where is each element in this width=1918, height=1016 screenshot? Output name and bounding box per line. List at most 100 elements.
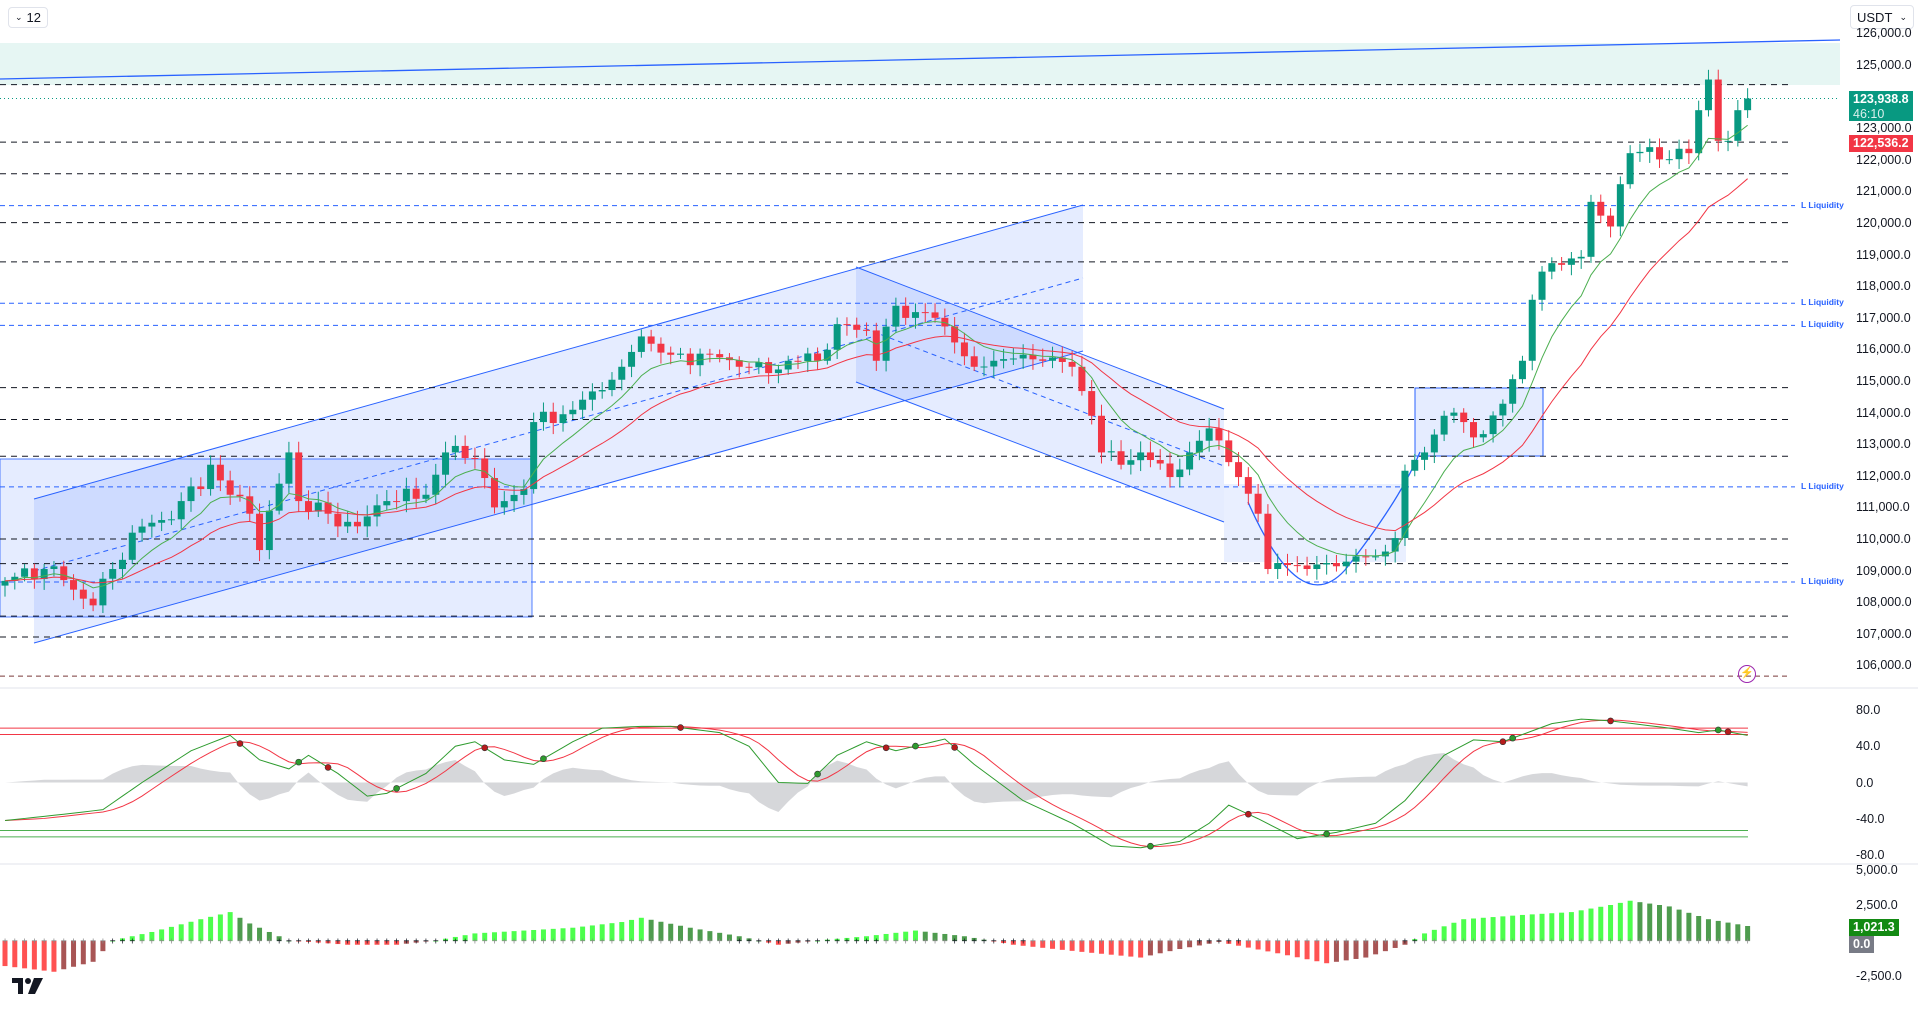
zero-cross-marker: + bbox=[658, 937, 664, 948]
candle-body bbox=[892, 305, 900, 327]
zero-cross-marker: + bbox=[1079, 937, 1085, 948]
zero-cross-marker: + bbox=[727, 937, 733, 948]
zero-cross-marker: + bbox=[775, 937, 781, 948]
channel-mid-line bbox=[33, 277, 1084, 572]
candle-body bbox=[118, 559, 126, 570]
zero-cross-marker: + bbox=[1647, 937, 1653, 948]
candle-body bbox=[1156, 460, 1164, 464]
price-tick-label: 112,000.0 bbox=[1856, 468, 1911, 483]
zero-cross-marker: + bbox=[824, 937, 830, 948]
histogram-tick-label: 5,000.0 bbox=[1856, 862, 1898, 877]
candle-body bbox=[1372, 556, 1380, 558]
zero-cross-marker: + bbox=[864, 937, 870, 948]
candle-body bbox=[1744, 98, 1752, 111]
histogram-bar bbox=[991, 940, 997, 942]
histogram-bar bbox=[1069, 940, 1075, 951]
price-tick-label: 125,000.0 bbox=[1856, 58, 1912, 72]
candle-body bbox=[1518, 360, 1526, 380]
zero-cross-marker: + bbox=[1412, 937, 1418, 948]
histogram-bar bbox=[697, 929, 703, 941]
candle-body bbox=[50, 566, 58, 570]
price-tick-label: 126,000.0 bbox=[1856, 26, 1912, 41]
candle-body bbox=[1440, 415, 1448, 435]
candle-body bbox=[304, 501, 312, 512]
candle-body bbox=[1283, 563, 1291, 566]
histogram-bar bbox=[1177, 940, 1183, 950]
candle-body bbox=[1097, 415, 1105, 453]
candle-body bbox=[970, 356, 978, 367]
zero-cross-marker: + bbox=[169, 937, 175, 948]
histogram-bar bbox=[1422, 933, 1428, 941]
zero-cross-marker: + bbox=[913, 937, 919, 948]
currency-select[interactable]: USDT ⌄ bbox=[1850, 5, 1914, 29]
histogram-bar bbox=[1030, 940, 1036, 947]
zero-cross-marker: + bbox=[981, 937, 987, 948]
candle-body bbox=[618, 366, 626, 380]
candle-body bbox=[843, 324, 851, 326]
candle-body bbox=[1254, 493, 1262, 514]
histogram-bar bbox=[609, 923, 615, 941]
candle-body bbox=[79, 589, 87, 599]
candle-body bbox=[823, 349, 831, 361]
histogram-bar bbox=[1216, 940, 1222, 942]
zero-cross-marker: + bbox=[1686, 937, 1692, 948]
prev-price-tag: 122,536.2 bbox=[1849, 135, 1913, 152]
histogram-value-tag: 1,021.3 bbox=[1849, 919, 1899, 936]
candle-body bbox=[500, 501, 508, 508]
histogram-bar bbox=[1226, 940, 1232, 944]
tradingview-logo[interactable] bbox=[12, 978, 44, 999]
candle-body bbox=[353, 521, 361, 527]
histogram-bar bbox=[1147, 940, 1153, 956]
histogram-bar bbox=[1108, 940, 1114, 955]
lightning-icon[interactable]: ⚡ bbox=[1738, 665, 1756, 683]
candle-body bbox=[1489, 415, 1497, 435]
histogram-bar bbox=[2, 940, 8, 967]
zero-cross-marker: + bbox=[2, 937, 8, 948]
zero-cross-marker: + bbox=[482, 937, 488, 948]
candle-body bbox=[148, 522, 156, 527]
cross-dot bbox=[951, 744, 958, 751]
price-tick-label: 116,000.0 bbox=[1856, 342, 1911, 357]
histogram-bar bbox=[1363, 940, 1369, 958]
candle-body bbox=[1274, 563, 1282, 570]
zero-cross-marker: + bbox=[1236, 937, 1242, 948]
candle-body bbox=[197, 486, 205, 490]
histogram-bar bbox=[658, 921, 664, 941]
candle-body bbox=[167, 519, 175, 521]
interval-button[interactable]: ⌄ 12 bbox=[8, 7, 49, 28]
histogram-bar bbox=[531, 929, 537, 941]
histogram-bar bbox=[286, 940, 292, 942]
zero-cross-marker: + bbox=[1676, 937, 1682, 948]
candle-body bbox=[765, 362, 773, 374]
candle-body bbox=[1607, 215, 1615, 227]
histogram-bar bbox=[1324, 940, 1330, 964]
histogram-bar bbox=[785, 940, 791, 944]
zero-cross-marker: + bbox=[550, 937, 556, 948]
histogram-bar bbox=[266, 931, 272, 941]
histogram-bar bbox=[844, 937, 850, 941]
zero-cross-marker: + bbox=[1245, 937, 1251, 948]
zero-cross-marker: + bbox=[1265, 937, 1271, 948]
histogram-bar bbox=[1617, 902, 1623, 941]
candle-body bbox=[608, 379, 616, 391]
candle-body bbox=[1107, 451, 1115, 453]
zero-cross-marker: + bbox=[1177, 937, 1183, 948]
last-price-tag: 123,938.8 46:10 bbox=[1849, 91, 1913, 121]
candle-body bbox=[745, 366, 753, 368]
zero-cross-marker: + bbox=[1314, 937, 1320, 948]
zero-cross-marker: + bbox=[903, 937, 909, 948]
candle-body bbox=[598, 390, 606, 392]
zero-cross-marker: + bbox=[1050, 937, 1056, 948]
zero-cross-marker: + bbox=[227, 937, 233, 948]
channel-upper-line bbox=[33, 204, 1084, 500]
histogram-bar bbox=[1441, 926, 1447, 941]
cross-dot bbox=[1323, 830, 1330, 838]
candle-body bbox=[863, 329, 871, 331]
price-tick-label: 118,000.0 bbox=[1856, 279, 1911, 294]
histogram-bar bbox=[1735, 924, 1741, 941]
candle-body bbox=[1430, 434, 1438, 453]
zero-cross-marker: + bbox=[844, 937, 850, 948]
cross-dot bbox=[882, 744, 890, 752]
histogram-bar bbox=[1529, 914, 1535, 941]
